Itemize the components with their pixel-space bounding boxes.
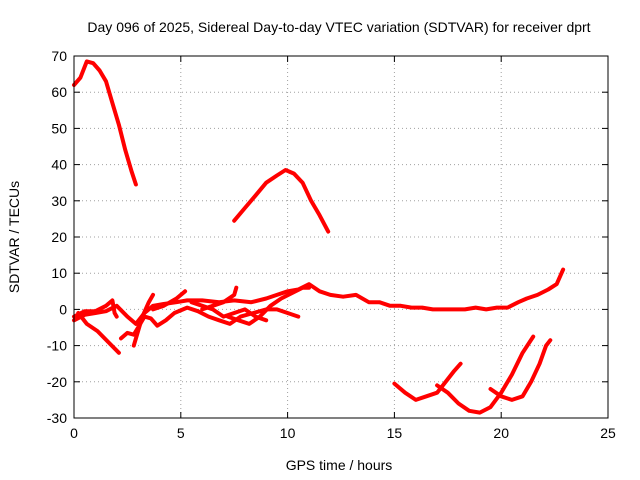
x-axis-label: GPS time / hours bbox=[286, 457, 393, 473]
y-tick-labels: -30 -20 -10 0 10 20 30 40 50 60 70 bbox=[47, 48, 67, 426]
series-arc-8 bbox=[151, 289, 188, 312]
y-tick-label: 0 bbox=[59, 301, 67, 317]
series-arc-5 bbox=[76, 311, 121, 355]
grid bbox=[74, 56, 608, 418]
series-arc-10 bbox=[200, 285, 239, 312]
y-axis-label: SDTVAR / TECUs bbox=[6, 181, 22, 293]
y-tick-label: 70 bbox=[51, 48, 67, 64]
y-tick-label: 30 bbox=[51, 193, 67, 209]
series-arc-3 bbox=[72, 267, 566, 326]
series-arc-4 bbox=[72, 298, 119, 319]
series-arc-12 bbox=[392, 361, 463, 402]
axis-ticks bbox=[73, 55, 609, 419]
x-tick-labels: 0 5 10 15 20 25 bbox=[70, 425, 616, 441]
chart-title: Day 096 of 2025, Sidereal Day-to-day VTE… bbox=[87, 19, 590, 35]
x-tick-label: 5 bbox=[177, 425, 185, 441]
x-tick-label: 20 bbox=[493, 425, 509, 441]
y-tick-label: 60 bbox=[51, 84, 67, 100]
x-tick-label: 25 bbox=[600, 425, 616, 441]
x-tick-label: 0 bbox=[70, 425, 78, 441]
series-layer bbox=[72, 59, 566, 415]
series-arc-9 bbox=[189, 300, 269, 323]
x-tick-label: 15 bbox=[387, 425, 403, 441]
y-tick-label: 40 bbox=[51, 157, 67, 173]
y-tick-label: 10 bbox=[51, 265, 67, 281]
x-tick-label: 10 bbox=[280, 425, 296, 441]
series-arc-1 bbox=[72, 59, 138, 187]
y-tick-label: 20 bbox=[51, 229, 67, 245]
series-arc-13 bbox=[435, 334, 536, 415]
y-tick-label: -30 bbox=[47, 410, 67, 426]
y-tick-label: 50 bbox=[51, 120, 67, 136]
series-arc-2 bbox=[232, 168, 331, 234]
series-arc-14 bbox=[488, 338, 553, 402]
series-arc-11 bbox=[225, 285, 311, 326]
y-tick-label: -20 bbox=[47, 374, 67, 390]
series-arc-7 bbox=[131, 292, 155, 348]
y-tick-label: -10 bbox=[47, 338, 67, 354]
